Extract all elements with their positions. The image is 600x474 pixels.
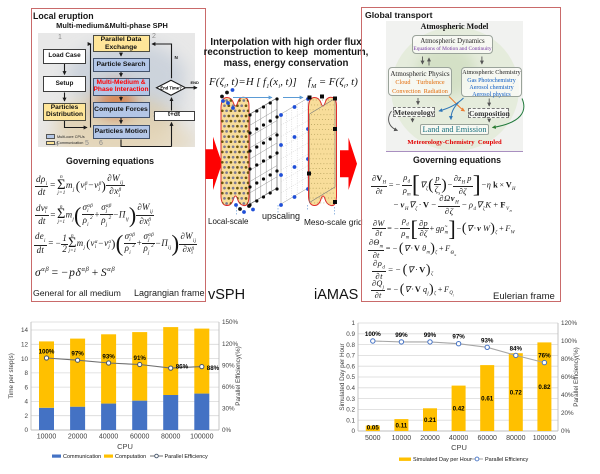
svg-text:0.5: 0.5	[346, 374, 355, 381]
svg-text:84%: 84%	[510, 345, 523, 352]
svg-text:5000: 5000	[365, 435, 381, 442]
svg-text:Parallel Efficiency(%): Parallel Efficiency(%)	[573, 347, 580, 406]
svg-text:40000: 40000	[99, 434, 119, 441]
svg-text:0.3: 0.3	[346, 396, 355, 403]
svg-text:4: 4	[24, 399, 28, 406]
svg-text:Simulated Day per Hour: Simulated Day per Hour	[339, 343, 346, 410]
svg-text:12: 12	[21, 342, 29, 349]
svg-text:Parallel Efficiency(%): Parallel Efficiency(%)	[235, 346, 242, 405]
svg-text:20%: 20%	[561, 410, 574, 417]
svg-text:0.8: 0.8	[346, 342, 355, 349]
svg-text:0.9: 0.9	[346, 331, 355, 338]
svg-text:0.82: 0.82	[538, 384, 551, 391]
svg-text:0.61: 0.61	[481, 395, 494, 402]
svg-text:86%: 86%	[176, 364, 189, 371]
svg-text:80000: 80000	[506, 435, 526, 442]
svg-text:0.11: 0.11	[396, 422, 408, 429]
svg-text:60000: 60000	[130, 434, 150, 441]
svg-text:Parallel Efficiency: Parallel Efficiency	[485, 457, 529, 463]
svg-text:0.21: 0.21	[424, 417, 437, 424]
svg-text:20000: 20000	[420, 435, 440, 442]
svg-text:30%: 30%	[222, 406, 235, 413]
svg-text:60000: 60000	[477, 435, 497, 442]
svg-text:91%: 91%	[134, 355, 147, 362]
svg-text:88%: 88%	[207, 365, 220, 372]
svg-text:120%: 120%	[561, 320, 578, 327]
svg-text:93%: 93%	[102, 354, 115, 361]
svg-text:0.42: 0.42	[453, 406, 466, 413]
svg-text:0: 0	[351, 428, 355, 435]
svg-text:10: 10	[21, 356, 29, 363]
svg-text:80000: 80000	[161, 434, 181, 441]
svg-text:90%: 90%	[222, 362, 235, 369]
svg-text:1: 1	[351, 320, 355, 327]
svg-text:0.05: 0.05	[367, 425, 380, 432]
svg-text:80%: 80%	[561, 356, 574, 363]
svg-text:End Time?: End Time?	[160, 85, 182, 90]
svg-text:0%: 0%	[222, 427, 232, 434]
svg-text:10000: 10000	[392, 435, 412, 442]
svg-text:93%: 93%	[481, 337, 494, 344]
svg-text:100%: 100%	[561, 338, 578, 345]
svg-text:0%: 0%	[561, 428, 571, 435]
svg-text:99%: 99%	[395, 332, 408, 339]
svg-text:Simulated Day per Hour: Simulated Day per Hour	[413, 457, 472, 463]
svg-text:60%: 60%	[222, 384, 235, 391]
svg-text:60%: 60%	[561, 374, 574, 381]
svg-text:100000: 100000	[533, 435, 556, 442]
svg-text:97%: 97%	[452, 334, 465, 341]
svg-text:100%: 100%	[39, 349, 55, 356]
svg-text:CPU: CPU	[117, 442, 133, 451]
svg-text:40000: 40000	[449, 435, 469, 442]
svg-text:100%: 100%	[365, 331, 381, 338]
svg-text:0.2: 0.2	[346, 407, 355, 414]
svg-text:14: 14	[21, 327, 29, 334]
svg-text:97%: 97%	[71, 351, 84, 358]
svg-text:0.7: 0.7	[346, 353, 355, 360]
svg-text:100000: 100000	[190, 434, 213, 441]
svg-text:0.4: 0.4	[346, 385, 355, 392]
svg-text:Computation: Computation	[115, 454, 146, 460]
svg-text:76%: 76%	[538, 353, 551, 360]
svg-text:8: 8	[24, 370, 28, 377]
svg-text:99%: 99%	[424, 332, 437, 339]
svg-text:20000: 20000	[68, 434, 88, 441]
svg-text:0: 0	[24, 427, 28, 434]
svg-text:0.1: 0.1	[346, 417, 355, 424]
svg-text:Time per step(s): Time per step(s)	[8, 353, 15, 399]
svg-text:0.6: 0.6	[346, 363, 355, 370]
svg-text:40%: 40%	[561, 392, 574, 399]
svg-text:2: 2	[24, 413, 28, 420]
svg-text:CPU: CPU	[451, 443, 467, 452]
svg-text:10000: 10000	[37, 434, 57, 441]
svg-text:150%: 150%	[222, 319, 239, 326]
svg-text:Communication: Communication	[63, 454, 101, 460]
svg-text:6: 6	[24, 384, 28, 391]
svg-text:Parallel Efficiency: Parallel Efficiency	[165, 454, 209, 460]
svg-text:120%: 120%	[222, 341, 239, 348]
svg-text:0.72: 0.72	[510, 389, 523, 396]
